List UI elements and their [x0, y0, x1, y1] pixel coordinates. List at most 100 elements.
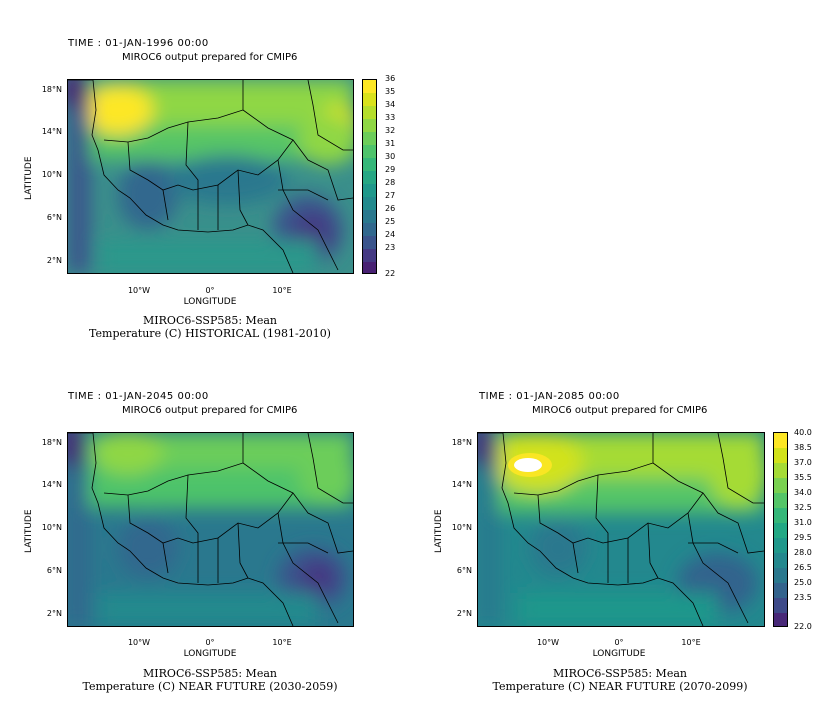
lat-label: 2°N — [46, 256, 62, 265]
y-axis-title: LATITUDE — [24, 509, 34, 553]
colorbar-tick: 37.0 — [794, 458, 812, 467]
colorbar-swatch — [774, 523, 787, 538]
colorbar-tick: 35 — [385, 87, 396, 96]
colorbar-swatch — [363, 210, 376, 223]
colorbar-swatch — [363, 236, 376, 249]
colorbar-2085 — [773, 432, 788, 627]
colorbar-swatch — [363, 145, 376, 158]
colorbar-swatch — [774, 568, 787, 583]
lat-label: 18°N — [451, 438, 472, 447]
map-plot-2085 — [477, 432, 765, 627]
colorbar-tick: 32 — [385, 126, 396, 135]
map-plot-2045 — [67, 432, 354, 627]
lon-label: 10°E — [272, 638, 292, 647]
colorbar-tick: 29.5 — [794, 533, 812, 542]
lat-label: 14°N — [41, 127, 62, 136]
y-axis-title: LATITUDE — [434, 509, 444, 553]
colorbar-swatch — [774, 583, 787, 598]
lat-label: 18°N — [41, 438, 62, 447]
lat-label: 10°N — [41, 523, 62, 532]
colorbar-tick: 31.0 — [794, 518, 812, 527]
colorbar-swatch — [774, 553, 787, 568]
colorbar-tick: 24 — [385, 230, 396, 239]
colorbar-tick: 40.0 — [794, 428, 812, 437]
colorbar-tick: 26 — [385, 204, 396, 213]
caption: MIROC6-SSP585: Mean Temperature (C) NEAR… — [60, 667, 360, 693]
colorbar-tick: 29 — [385, 165, 396, 174]
colorbar-tick: 25.0 — [794, 578, 812, 587]
lat-label: 14°N — [41, 480, 62, 489]
colorbar-tick: 27 — [385, 191, 396, 200]
colorbar-tick: 38.5 — [794, 443, 812, 452]
x-axis-title: LONGITUDE — [592, 649, 646, 659]
colorbar-swatch — [363, 80, 376, 93]
colorbar-tick: 28 — [385, 178, 396, 187]
colorbar-swatch — [774, 478, 787, 493]
lon-label: 10°E — [681, 638, 701, 647]
colorbar-tick: 28.0 — [794, 548, 812, 557]
lat-label: 10°N — [41, 170, 62, 179]
colorbar-tick: 35.5 — [794, 473, 812, 482]
colorbar-swatch — [774, 538, 787, 553]
caption-line1: MIROC6-SSP585: Mean — [553, 667, 687, 680]
lat-label: 2°N — [456, 609, 472, 618]
colorbar-swatch — [774, 598, 787, 613]
colorbar-swatch — [363, 158, 376, 171]
lat-label: 14°N — [451, 480, 472, 489]
colorbar-swatch — [363, 184, 376, 197]
colorbar-tick: 22.0 — [794, 622, 812, 631]
subtitle: MIROC6 output prepared for CMIP6 — [122, 52, 298, 63]
colorbar-swatch — [774, 493, 787, 508]
colorbar-swatch — [363, 93, 376, 106]
colorbar-swatch — [774, 508, 787, 523]
caption-line2: Temperature (C) HISTORICAL (1981-2010) — [89, 327, 331, 340]
time-label: TIME : 01-JAN-1996 00:00 — [68, 38, 209, 49]
colorbar-swatch — [363, 223, 376, 236]
colorbar-swatch — [363, 197, 376, 210]
colorbar-swatch — [363, 106, 376, 119]
lon-label: 0° — [205, 638, 215, 647]
colorbar-tick: 32.5 — [794, 503, 812, 512]
colorbar-tick: 26.5 — [794, 563, 812, 572]
colorbar-tick: 22 — [385, 269, 396, 278]
lon-label: 10°W — [127, 286, 151, 295]
colorbar-tick: 30 — [385, 152, 396, 161]
time-label: TIME : 01-JAN-2045 00:00 — [68, 391, 209, 402]
colorbar-tick: 33 — [385, 113, 396, 122]
caption-line2: Temperature (C) NEAR FUTURE (2070-2099) — [492, 680, 748, 693]
y-axis-title: LATITUDE — [24, 156, 34, 200]
colorbar-tick: 36 — [385, 74, 396, 83]
lon-label: 0° — [205, 286, 215, 295]
lon-label: 10°W — [127, 638, 151, 647]
caption-line2: Temperature (C) NEAR FUTURE (2030-2059) — [82, 680, 338, 693]
colorbar-tick: 34.0 — [794, 488, 812, 497]
colorbar-swatch — [363, 171, 376, 184]
lat-label: 18°N — [41, 85, 62, 94]
colorbar-swatch — [774, 448, 787, 463]
colorbar-tick: 34 — [385, 100, 396, 109]
lon-label: 0° — [614, 638, 624, 647]
colorbar-swatch — [363, 132, 376, 145]
lat-label: 6°N — [46, 213, 62, 222]
colorbar-swatch — [363, 249, 376, 262]
colorbar-swatch — [363, 119, 376, 132]
lon-label: 10°E — [272, 286, 292, 295]
colorbar-swatch — [774, 463, 787, 478]
subtitle: MIROC6 output prepared for CMIP6 — [122, 405, 298, 416]
colorbar-tick: 23 — [385, 243, 396, 252]
caption: MIROC6-SSP585: Mean Temperature (C) HIST… — [60, 314, 360, 340]
x-axis-title: LONGITUDE — [183, 297, 237, 307]
subtitle: MIROC6 output prepared for CMIP6 — [532, 405, 708, 416]
colorbar-tick: 31 — [385, 139, 396, 148]
colorbar-tick: 23.5 — [794, 593, 812, 602]
lat-label: 10°N — [451, 523, 472, 532]
caption: MIROC6-SSP585: Mean Temperature (C) NEAR… — [470, 667, 770, 693]
colorbar-swatch — [774, 613, 787, 626]
colorbar-tick: 25 — [385, 217, 396, 226]
colorbar-historical — [362, 79, 377, 274]
x-axis-title: LONGITUDE — [183, 649, 237, 659]
caption-line1: MIROC6-SSP585: Mean — [143, 314, 277, 327]
map-plot-historical — [67, 79, 354, 274]
caption-line1: MIROC6-SSP585: Mean — [143, 667, 277, 680]
lon-label: 10°W — [536, 638, 560, 647]
